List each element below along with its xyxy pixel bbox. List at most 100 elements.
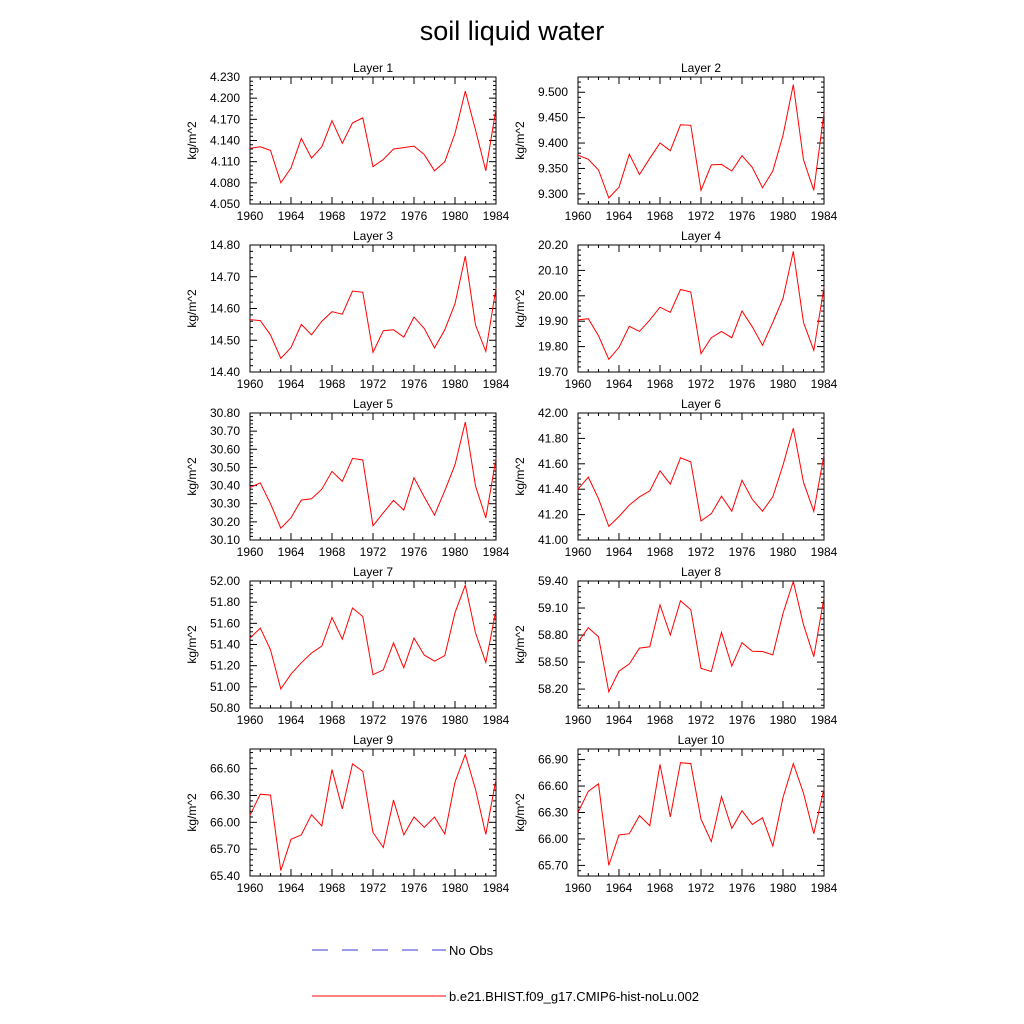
y-tick-label: 4.170 xyxy=(210,112,240,126)
plot-frame xyxy=(577,748,825,877)
y-tick-label: 19.70 xyxy=(538,365,568,379)
panel-title: Layer 2 xyxy=(681,61,721,75)
y-axis-label: kg/m^2 xyxy=(185,793,199,832)
series-line xyxy=(249,421,497,530)
x-tick-label: 1960 xyxy=(237,545,264,559)
series-line xyxy=(577,251,825,361)
y-tick-label: 4.080 xyxy=(210,176,240,190)
y-tick-label: 14.40 xyxy=(210,365,240,379)
y-tick-label: 52.00 xyxy=(210,574,240,588)
y-tick-label: 9.500 xyxy=(538,85,568,99)
x-tick-label: 1976 xyxy=(729,209,756,223)
y-tick-label: 66.90 xyxy=(538,753,568,767)
y-axis-label: kg/m^2 xyxy=(185,457,199,496)
x-tick-label: 1980 xyxy=(770,377,797,391)
x-tick-label: 1972 xyxy=(360,713,387,727)
x-tick-label: 1968 xyxy=(319,209,346,223)
y-tick-label: 59.40 xyxy=(538,574,568,588)
panel-1: Layer 1 kg/m^2 1960 1964 1968 1972 1976 1980 198… xyxy=(185,61,510,223)
y-tick-label: 58.80 xyxy=(538,628,568,642)
x-tick-label: 1976 xyxy=(401,377,428,391)
panel-title: Layer 9 xyxy=(353,733,393,747)
y-tick-label: 4.200 xyxy=(210,91,240,105)
series-line xyxy=(577,428,825,528)
x-tick-label: 1980 xyxy=(770,713,797,727)
legend: No Obs b.e21.BHIST.f09_g17.CMIP6-hist-no… xyxy=(312,943,699,1004)
x-tick-label: 1976 xyxy=(729,713,756,727)
y-tick-label: 30.80 xyxy=(210,406,240,420)
x-tick-label: 1972 xyxy=(688,209,715,223)
x-tick-label: 1960 xyxy=(237,377,264,391)
x-tick-label: 1976 xyxy=(729,377,756,391)
y-tick-label: 66.60 xyxy=(538,779,568,793)
y-tick-label: 20.00 xyxy=(538,289,568,303)
y-tick-label: 51.40 xyxy=(210,638,240,652)
x-tick-label: 1976 xyxy=(401,713,428,727)
series-line xyxy=(577,761,825,866)
panel-3: Layer 3 kg/m^2 1960 1964 1968 1972 1976 1980 198… xyxy=(185,229,510,391)
y-tick-label: 9.300 xyxy=(538,187,568,201)
x-tick-label: 1968 xyxy=(647,377,674,391)
y-tick-label: 30.20 xyxy=(210,515,240,529)
y-axis-label: kg/m^2 xyxy=(185,625,199,664)
y-tick-label: 4.050 xyxy=(210,197,240,211)
y-tick-label: 14.80 xyxy=(210,238,240,252)
plot-frame xyxy=(249,412,497,541)
panel-10: Layer 10 kg/m^2 1960 1964 1968 1972 1976 1980 19… xyxy=(513,733,838,895)
panel-title: Layer 4 xyxy=(681,229,721,243)
x-tick-label: 1960 xyxy=(565,209,592,223)
x-tick-label: 1972 xyxy=(360,209,387,223)
y-tick-label: 14.70 xyxy=(210,270,240,284)
y-tick-label: 51.20 xyxy=(210,659,240,673)
x-tick-label: 1960 xyxy=(237,209,264,223)
y-tick-label: 66.60 xyxy=(210,762,240,776)
x-tick-label: 1972 xyxy=(360,377,387,391)
x-tick-label: 1960 xyxy=(237,881,264,895)
x-tick-label: 1964 xyxy=(278,881,305,895)
y-tick-label: 4.110 xyxy=(211,155,240,169)
y-tick-label: 30.70 xyxy=(210,424,240,438)
y-axis-label: kg/m^2 xyxy=(513,289,527,328)
panel-title: Layer 10 xyxy=(678,733,725,747)
panel-6: Layer 6 kg/m^2 1960 1964 1968 1972 1976 1980 198… xyxy=(513,397,838,559)
x-tick-label: 1976 xyxy=(401,545,428,559)
x-tick-label: 1976 xyxy=(729,881,756,895)
panel-5: Layer 5 kg/m^2 1960 1964 1968 1972 1976 1980 198… xyxy=(185,397,510,559)
y-tick-label: 65.70 xyxy=(538,858,568,872)
panel-title: Layer 6 xyxy=(681,397,721,411)
x-tick-label: 1984 xyxy=(811,209,838,223)
panel-9: Layer 9 kg/m^2 1960 1964 1968 1972 1976 1980 198… xyxy=(185,733,510,895)
y-tick-label: 51.00 xyxy=(210,680,240,694)
x-tick-label: 1984 xyxy=(811,881,838,895)
y-tick-label: 51.60 xyxy=(210,616,240,630)
x-tick-label: 1964 xyxy=(278,545,305,559)
y-tick-label: 58.20 xyxy=(538,682,568,696)
y-tick-label: 51.80 xyxy=(210,595,240,609)
x-tick-label: 1984 xyxy=(483,209,510,223)
y-tick-label: 66.00 xyxy=(210,815,240,829)
y-tick-label: 30.40 xyxy=(210,479,240,493)
x-tick-label: 1972 xyxy=(360,881,387,895)
x-tick-label: 1980 xyxy=(442,713,469,727)
y-axis-label: kg/m^2 xyxy=(513,121,527,160)
y-tick-label: 30.30 xyxy=(210,497,240,511)
panel-title: Layer 5 xyxy=(353,397,393,411)
x-tick-label: 1964 xyxy=(606,545,633,559)
y-tick-label: 20.20 xyxy=(538,238,568,252)
y-tick-label: 30.50 xyxy=(210,460,240,474)
y-tick-label: 4.140 xyxy=(210,134,240,148)
y-tick-label: 30.10 xyxy=(210,533,240,547)
x-tick-label: 1960 xyxy=(565,377,592,391)
x-tick-label: 1984 xyxy=(811,713,838,727)
x-tick-label: 1980 xyxy=(442,545,469,559)
y-tick-label: 66.00 xyxy=(538,832,568,846)
series-line xyxy=(249,90,497,184)
x-tick-label: 1960 xyxy=(565,545,592,559)
x-tick-label: 1968 xyxy=(647,713,674,727)
x-tick-label: 1972 xyxy=(688,377,715,391)
x-tick-label: 1980 xyxy=(770,545,797,559)
y-tick-label: 9.350 xyxy=(538,161,568,175)
y-tick-label: 9.450 xyxy=(538,111,568,125)
panel-title: Layer 1 xyxy=(353,61,393,75)
